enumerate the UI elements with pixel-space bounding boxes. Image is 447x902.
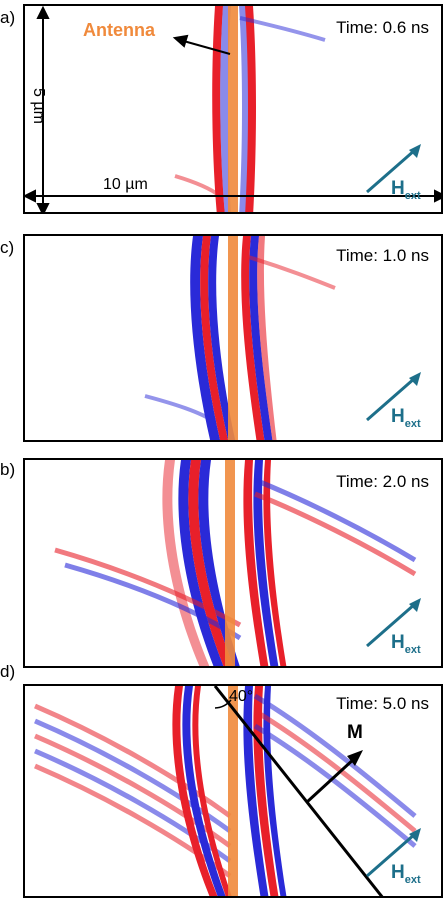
time-label-c: Time: 1.0 ns [336, 246, 429, 265]
wave-stripes [34, 686, 417, 896]
field-direction-b: Hext [361, 596, 431, 656]
panel-a: Antenna 5 µm 10 µm Time: 0.6 ns Hext [23, 4, 443, 214]
panel-d-wavefield [34, 686, 417, 896]
field-label-d: Hext [391, 862, 421, 886]
panel-letter-a: a) [0, 8, 16, 27]
field-label-a: Hext [391, 178, 421, 202]
wave-stripes [174, 6, 326, 212]
panel-letter-c: c) [0, 238, 15, 257]
antenna-strip [225, 460, 235, 666]
field-direction-c: Hext [361, 370, 431, 430]
angle-label: 40° [229, 688, 254, 705]
antenna-strip [228, 6, 238, 212]
height-label: 5 µm [30, 88, 47, 124]
panel-c: Time: 1.0 ns Hext [23, 234, 443, 442]
field-arrow-icon [366, 598, 421, 648]
field-label-b: Hext [391, 632, 421, 656]
panel-letter-b: b) [0, 460, 16, 479]
wave-stripes [144, 236, 336, 440]
panel-letter-d: d) [0, 662, 16, 681]
magnetization-label: M [347, 722, 363, 743]
antenna-label: Antenna [83, 20, 155, 40]
time-label-b: Time: 2.0 ns [336, 472, 429, 491]
panel-b-wavefield [54, 460, 417, 666]
time-label-d: Time: 5.0 ns [336, 694, 429, 713]
field-arrow-icon [366, 828, 421, 878]
panel-d: 40° M Time: 5.0 ns Hext [23, 684, 443, 898]
magnetization-geometry [213, 686, 384, 896]
antenna-strip [228, 686, 238, 896]
width-label: 10 µm [103, 176, 148, 193]
dimension-arrows [25, 6, 441, 212]
panel-c-wavefield [144, 236, 336, 440]
field-direction-a: Hext [361, 142, 431, 202]
field-arrow-icon [366, 372, 421, 422]
time-label-a: Time: 0.6 ns [336, 18, 429, 37]
antenna-strip [228, 236, 238, 440]
field-arrow-icon [366, 144, 421, 194]
panel-a-wavefield [25, 6, 441, 212]
panel-b: Time: 2.0 ns Hext [23, 458, 443, 668]
field-direction-d: Hext [361, 826, 431, 886]
wave-stripes [54, 460, 417, 666]
field-label-c: Hext [391, 406, 421, 430]
